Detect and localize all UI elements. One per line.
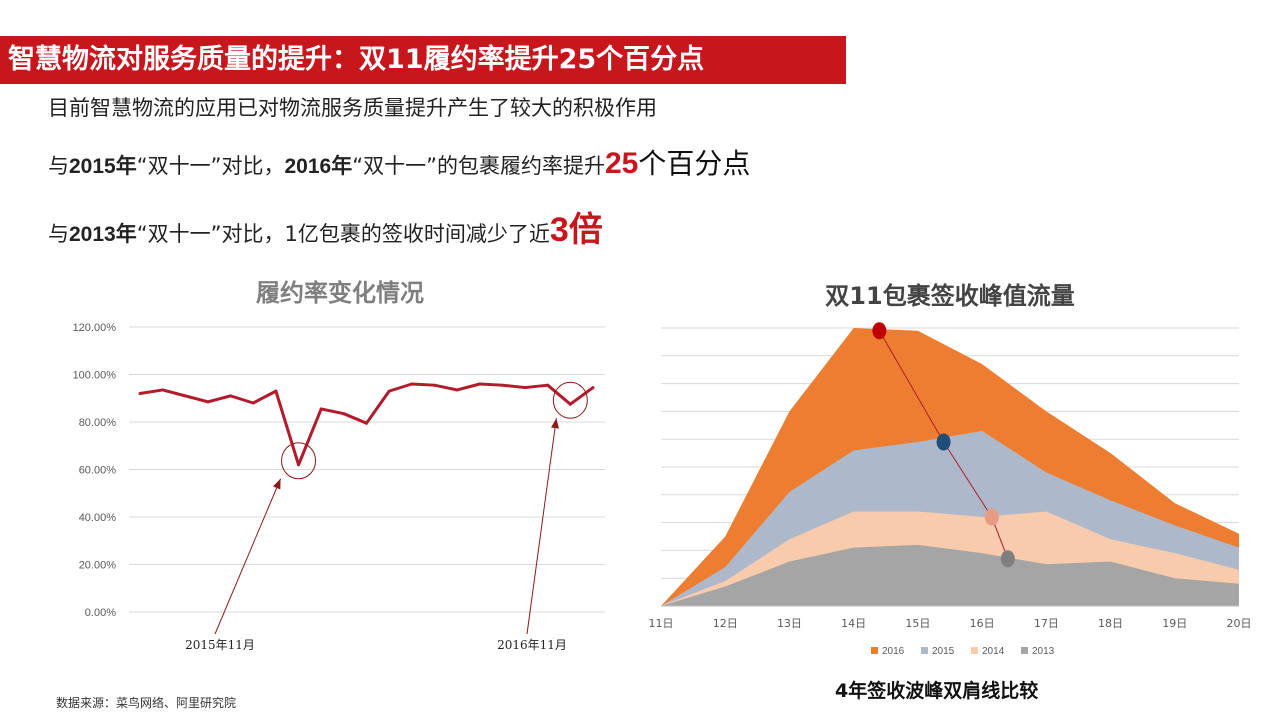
point-2: 与2013年“双十一”对比，1亿包裹的签收时间减少了近3倍 xyxy=(48,202,603,251)
annotation-arrow xyxy=(526,418,557,635)
peak-marker-2013 xyxy=(1000,550,1015,568)
area-chart-title: 双11包裹签收峰值流量 xyxy=(825,282,1074,310)
line-y-tick-label: 80.00% xyxy=(79,417,117,429)
line-point xyxy=(138,392,142,395)
area-x-tick-label: 19日 xyxy=(1162,617,1187,630)
line-point xyxy=(342,412,346,416)
line-point xyxy=(251,401,255,405)
area-x-tick-label: 11日 xyxy=(649,617,674,630)
line-y-tick-label: 20.00% xyxy=(79,560,117,572)
annotation-arrowhead xyxy=(551,418,559,429)
area-x-tick-label: 17日 xyxy=(1034,617,1059,630)
line-point xyxy=(455,388,459,392)
line-point xyxy=(478,382,482,386)
peak-marker-2016 xyxy=(872,322,887,340)
annotation-arrowhead xyxy=(272,478,281,490)
line-point xyxy=(229,394,233,398)
area-chart-caption: 4年签收波峰双肩线比较 xyxy=(835,680,1039,702)
line-y-tick-label: 0.00% xyxy=(85,607,116,619)
legend-swatch-2013 xyxy=(1021,647,1028,654)
line-chart: 0.00% 20.00% 40.00% 60.00% 80.00% 100.00% 120.… xyxy=(73,322,605,652)
point-1-highlight: 25 xyxy=(604,147,639,180)
annotation-label: 2016年11月 xyxy=(497,638,567,652)
area-x-tick-label: 14日 xyxy=(841,617,866,630)
intro-text: 目前智慧物流的应用已对物流服务质量提升产生了较大的积极作用 xyxy=(48,96,657,120)
point-1-middle1: “双十一”对比， xyxy=(136,154,285,178)
line-point xyxy=(500,383,504,387)
line-y-tick-label: 100.00% xyxy=(73,370,117,382)
title-banner: 智慧物流对服务质量的提升：双11履约率提升25个百分点 xyxy=(0,36,846,84)
area-x-tick-label: 20日 xyxy=(1227,617,1252,630)
legend-swatch-2015 xyxy=(921,647,928,654)
legend-label-2014: 2014 xyxy=(982,646,1005,657)
area-x-tick-label: 12日 xyxy=(713,617,738,630)
point-1: 与2015年“双十一”对比，2016年“双十一”的包裹履约率提升25个百分点 xyxy=(48,142,750,182)
area-x-tick-label: 16日 xyxy=(970,617,995,630)
legend-label-2013: 2013 xyxy=(1032,646,1055,657)
peak-connector xyxy=(943,441,993,518)
area-series-2013 xyxy=(661,544,1239,606)
annotation-arrow xyxy=(214,478,282,635)
highlight-circle xyxy=(281,442,317,480)
point-2-middle: “双十一”对比，1亿包裹的签收时间减少了近 xyxy=(136,222,550,246)
point-1-prefix: 与 xyxy=(48,154,69,178)
line-point xyxy=(387,389,391,393)
area-chart: 11日 12日 13日 14日 15日 16日 17日 18日 19日 20日 2016 2015 20… xyxy=(649,322,1252,657)
legend-swatch-2016 xyxy=(871,647,878,654)
line-point xyxy=(365,421,368,425)
highlight-circle xyxy=(552,381,588,419)
annotation-label: 2015年11月 xyxy=(185,638,255,652)
line-point xyxy=(161,388,165,392)
point-1-middle2: “双十一”的包裹履约率提升 xyxy=(352,154,605,178)
line-point xyxy=(568,402,572,406)
legend-swatch-2014 xyxy=(971,647,978,654)
line-point xyxy=(319,407,323,411)
line-point xyxy=(183,394,187,398)
line-point xyxy=(432,383,436,387)
line-point xyxy=(410,382,414,386)
area-x-tick-label: 13日 xyxy=(777,617,802,630)
data-source: 数据来源：菜鸟网络、阿里研究院 xyxy=(56,696,237,710)
point-1-year: 2015年 xyxy=(69,155,137,178)
page-title: 智慧物流对服务质量的提升：双11履约率提升25个百分点 xyxy=(8,44,705,75)
line-chart-title: 履约率变化情况 xyxy=(256,279,424,307)
point-1-year2: 2016年 xyxy=(284,155,353,178)
line-point xyxy=(206,400,210,404)
line-y-tick-label: 120.00% xyxy=(73,322,117,334)
line-point xyxy=(546,383,550,387)
line-y-tick-label: 40.00% xyxy=(79,512,117,524)
legend-label-2016: 2016 xyxy=(882,646,905,657)
area-x-tick-label: 18日 xyxy=(1098,617,1123,630)
peak-marker-2015 xyxy=(936,433,951,451)
legend-label-2015: 2015 xyxy=(932,646,955,657)
line-point xyxy=(274,389,278,393)
point-2-year: 2013年 xyxy=(69,223,137,246)
line-point xyxy=(523,386,527,390)
point-1-suffix: 个百分点 xyxy=(638,147,751,180)
area-x-tick-label: 15日 xyxy=(905,617,930,630)
line-y-tick-label: 60.00% xyxy=(79,465,117,477)
peak-connector xyxy=(878,330,945,443)
point-2-highlight: 3倍 xyxy=(549,211,603,249)
line-point xyxy=(297,463,301,467)
line-point xyxy=(591,386,595,390)
point-2-prefix: 与 xyxy=(48,222,69,246)
peak-marker-2014 xyxy=(984,508,999,526)
